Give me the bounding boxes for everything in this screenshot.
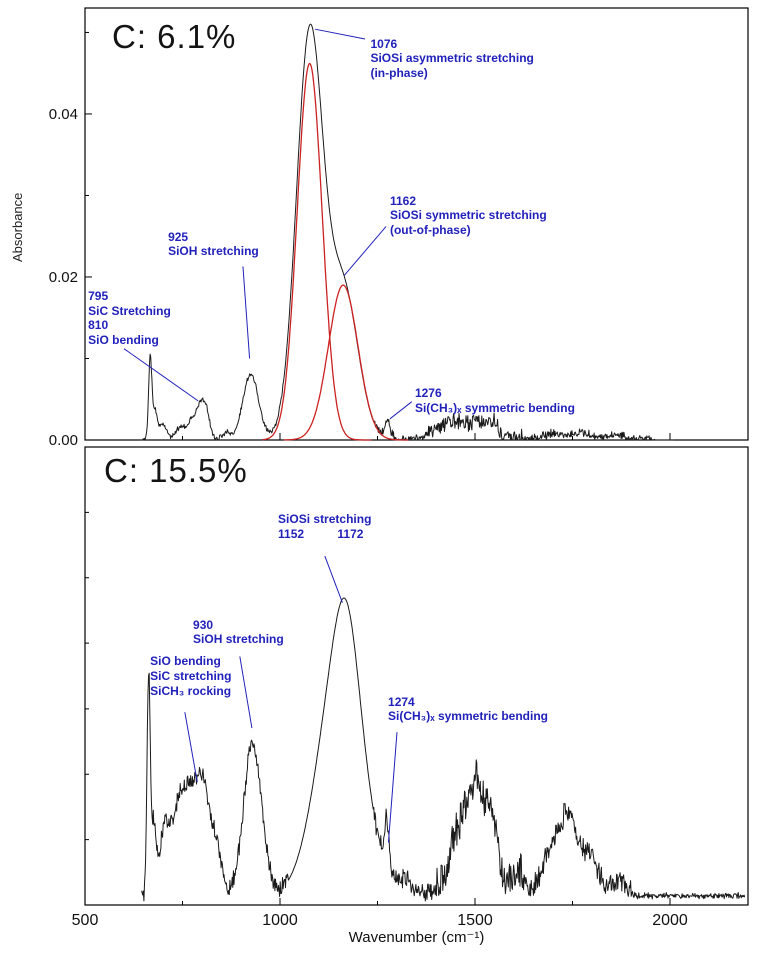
y-tick-label: 0.04 xyxy=(49,106,78,123)
x-tick-label: 500 xyxy=(72,912,99,929)
gaussian-fit-1076 xyxy=(262,62,372,441)
ann-1162: 1162 SiOSi symmetric stretching (out-of-… xyxy=(389,193,547,238)
ann-925-leader-line xyxy=(242,266,251,359)
ann-930: 930 SiOH stretching xyxy=(193,617,284,647)
gaussian-fit-1162 xyxy=(283,284,409,441)
ann-1276: 1276 Si(CH₃)ₓ symmetric bending xyxy=(414,386,575,415)
x-tick-label: 1500 xyxy=(457,912,493,929)
ann-1274-leader-line xyxy=(387,732,398,843)
ann-sio-sic-sich3: SiO bending SiC stretching SiCH₃ rocking xyxy=(150,654,232,698)
y-tick-label: 0.00 xyxy=(49,432,78,449)
plot-frame-bottom xyxy=(84,446,749,906)
y-tick-label: 0.02 xyxy=(49,269,78,286)
x-tick-label: 2000 xyxy=(652,912,688,929)
plot-frame-top xyxy=(84,7,749,441)
ann-1276-leader-line xyxy=(389,401,413,420)
measured-spectrum-bottom xyxy=(141,597,746,902)
ann-sio-sic-sich3-leader-line xyxy=(184,712,198,783)
panel-title-bottom: C: 15.5% xyxy=(104,452,248,489)
ann-925: 925 SiOH stretching xyxy=(168,229,259,259)
ann-siosi-stretching-leader-line xyxy=(324,555,343,603)
ann-930-leader-line xyxy=(239,656,253,729)
ann-1076: 1076 SiOSi asymmetric stretching (in-pha… xyxy=(370,36,534,80)
ann-1076-leader-line xyxy=(315,28,366,40)
ann-1162-leader-line xyxy=(343,226,387,276)
panel-title-top: C: 6.1% xyxy=(112,18,237,55)
x-axis-label: Wavenumber (cm⁻¹) xyxy=(348,929,485,946)
ann-795-810: 795 SiC Stretching 810 SiO bending xyxy=(88,289,171,348)
ann-1274: 1274 Si(CH₃)ₓ symmetric bending xyxy=(388,694,548,724)
ann-795-810-leader-line xyxy=(123,348,199,402)
ann-siosi-stretching: SiOSi stretching 1152 1172 xyxy=(278,511,372,541)
y-axis-label: Absorbance xyxy=(10,192,25,262)
x-tick-label: 1000 xyxy=(262,912,298,929)
